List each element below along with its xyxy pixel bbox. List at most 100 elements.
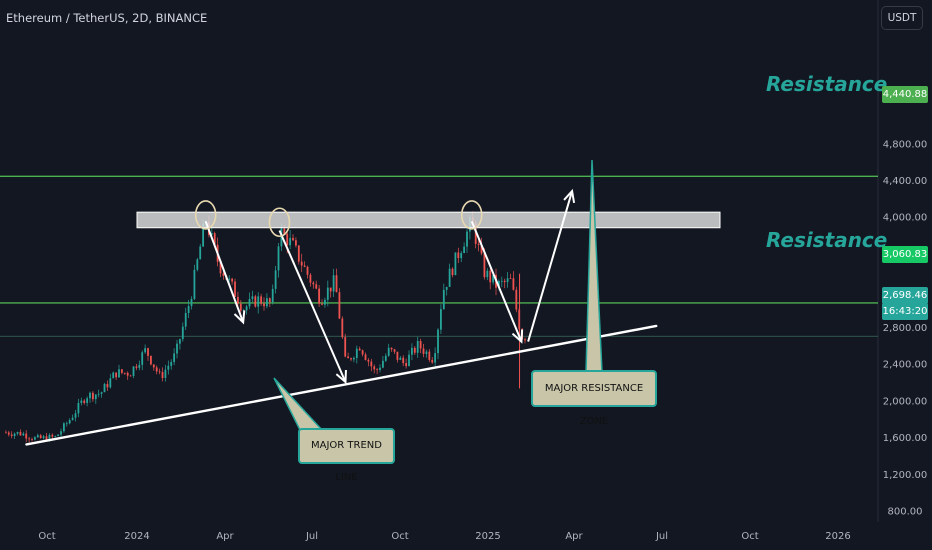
candle-body [318,288,321,304]
candle-body [344,337,347,357]
candle-body [22,433,25,436]
candle-body [42,436,45,439]
resistance-zone-callout[interactable]: MAJOR RESISTANCE ZONE [531,370,657,427]
candle-body [466,231,468,247]
candle-body [422,348,425,354]
candle-body [353,357,355,360]
candle-body [297,245,300,262]
candle-body [103,384,106,393]
candle-body [126,372,129,376]
x-tick-label: 2026 [825,531,850,542]
candle-body [509,278,512,280]
candle-body [164,369,167,378]
candle-body [106,384,109,388]
candle-body [376,369,379,371]
pattern-arrows[interactable] [204,188,576,385]
y-tick-label: 800.00 [888,507,923,518]
x-tick-label: Oct [741,531,758,542]
candle-body [248,299,251,307]
candle-body [222,273,225,276]
candle-body [10,434,13,436]
candle-body [480,244,483,254]
candle-body [202,223,205,247]
candle-body [289,237,292,246]
candle-body [396,351,399,360]
candle-body [445,286,448,290]
x-tick-label: 2025 [475,531,500,542]
candle-body [16,431,19,434]
candle-body [210,233,213,235]
peak-circle-marker [460,200,483,230]
resistance-zone[interactable] [136,211,721,229]
candle-body [271,288,274,303]
trend-line-callout[interactable]: MAJOR TREND LINE [298,428,395,483]
candle-body [347,356,350,359]
candle-body [321,303,323,305]
arrow-head [563,188,576,204]
currency-button[interactable]: USDT [881,6,923,30]
candle-body [260,296,263,304]
candle-body [161,372,164,378]
candle-body [97,393,100,395]
candle-body [25,433,28,439]
resistance-lines[interactable] [0,175,878,304]
candle-body [36,435,39,438]
candle-body [503,280,506,283]
candle-body [515,289,518,310]
candle-body [13,433,16,436]
candles [5,211,526,443]
x-tick-label: Jul [305,531,318,542]
candle-body [402,357,405,364]
candle-body [147,348,149,356]
candle-body [181,326,184,340]
resistance-label-lower[interactable]: Resistance [766,228,888,252]
candle-body [234,281,236,297]
candle-body [228,278,231,280]
arrow-head [335,369,347,385]
candle-body [251,296,254,300]
y-tick-label: 1,600.00 [883,433,928,444]
resistance-label-upper[interactable]: Resistance [766,72,888,96]
y-tick-label: 4,400.00 [883,176,928,187]
candle-body [500,280,503,282]
candle-body [28,438,31,440]
candle-body [144,348,147,353]
candle-body [428,351,431,360]
candle-body [213,233,216,245]
x-tick-label: Jul [655,531,668,542]
candle-body [115,372,118,378]
candle-body [71,417,74,421]
candle-body [121,369,123,373]
candle-body [460,253,463,259]
candle-body [364,354,367,360]
candle-body [92,392,94,400]
y-tick-label: 4,000.00 [883,213,928,224]
candle-body [74,413,77,418]
candle-body [292,237,294,241]
candle-body [112,372,115,379]
candle-body [416,341,419,353]
candle-body [196,259,199,270]
candle-body [193,269,196,299]
candle-body [100,392,103,394]
candle-body [39,435,42,439]
candle-body [489,270,492,283]
y-axis[interactable]: 4,800.004,400.004,000.003,600.003,200.00… [883,139,928,517]
candle-body [332,275,335,292]
trend-line[interactable] [25,324,658,446]
peak-markers[interactable] [194,200,483,238]
x-axis[interactable]: Oct 2024 Apr Jul Oct 2025 Apr Jul Oct 2026 [38,531,850,542]
candle-body [266,298,268,307]
candle-body [254,296,257,307]
candle-body [45,436,48,442]
candle-body [387,347,390,356]
candle-body [367,359,370,362]
candle-body [263,303,265,307]
candle-body [399,357,402,360]
candle-body [457,252,460,259]
arrow-shaft [527,190,574,342]
candle-body [425,351,428,354]
candle-body [512,278,515,290]
candle-body [123,372,126,374]
candle-body [34,437,36,440]
